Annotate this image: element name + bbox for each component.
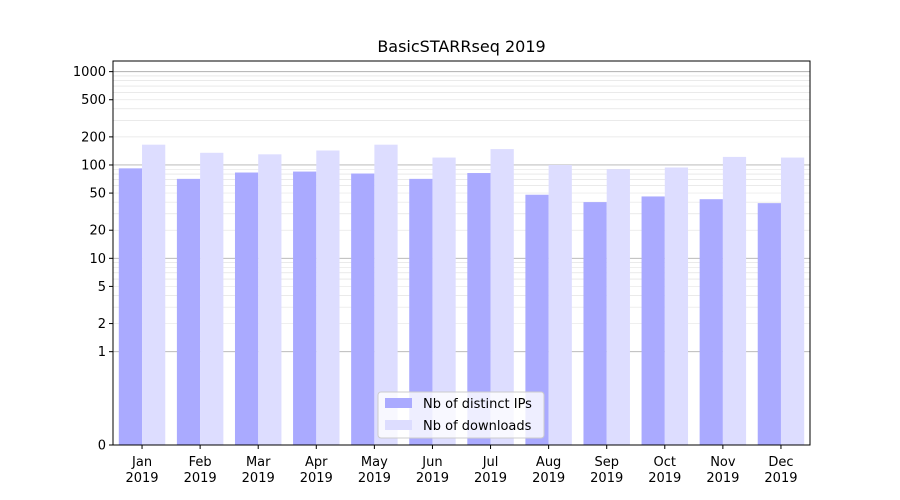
y-tick-label: 1000: [73, 65, 106, 80]
x-tick-label-month: Jul: [482, 455, 499, 470]
y-tick-label: 500: [81, 93, 106, 108]
x-tick-label-month: Feb: [189, 455, 212, 470]
x-tick-label-month: Aug: [536, 455, 561, 470]
bar-downloads: [664, 167, 689, 445]
y-axis: 0 1 2 5 10 20 50 100 200 500 1000: [73, 65, 113, 454]
legend-box: [377, 391, 545, 439]
x-tick-label-year: 2019: [764, 471, 797, 486]
bar-distinct-ips: [467, 173, 491, 445]
x-tick-label-year: 2019: [590, 471, 623, 486]
x-tick-label-month: Jan: [131, 455, 152, 470]
bar-downloads: [142, 144, 166, 445]
y-tick-label: 200: [81, 130, 106, 145]
bar-distinct-ips: [525, 194, 549, 445]
x-tick-label-year: 2019: [416, 471, 449, 486]
x-tick-label-year: 2019: [358, 471, 391, 486]
bar-downloads: [490, 149, 514, 445]
bar-distinct-ips: [234, 172, 259, 446]
legend-label-downloads: Nb of downloads: [423, 419, 532, 434]
x-tick-label-year: 2019: [184, 471, 217, 486]
x-tick-label-month: Oct: [654, 455, 676, 470]
y-tick-label: 0: [98, 439, 106, 454]
y-tick-label: 10: [89, 252, 106, 267]
x-tick-label-month: Dec: [768, 455, 793, 470]
x-tick-label-year: 2019: [300, 471, 333, 486]
y-tick-label: 100: [81, 158, 106, 173]
bar-downloads: [258, 154, 282, 445]
bar-distinct-ips: [118, 168, 143, 445]
y-tick-label: 5: [98, 280, 106, 295]
x-tick-label-month: Apr: [305, 455, 328, 470]
bar-downloads: [780, 157, 805, 446]
x-tick-label-month: Mar: [246, 455, 271, 470]
legend-label-distinct-ips: Nb of distinct IPs: [423, 397, 532, 412]
bar-downloads: [374, 144, 398, 445]
bar-distinct-ips: [699, 199, 723, 445]
legend-swatch-distinct-ips: [385, 398, 412, 408]
bar-distinct-ips: [409, 178, 433, 445]
y-tick-label: 50: [89, 187, 106, 202]
x-tick-label-year: 2019: [706, 471, 739, 486]
bar-distinct-ips: [757, 203, 781, 445]
bar-downloads: [316, 150, 340, 445]
bar-downloads: [200, 152, 224, 445]
bar-downloads: [548, 164, 572, 446]
x-tick-label-year: 2019: [474, 471, 507, 486]
chart-title: BasicSTARRseq 2019: [377, 37, 545, 56]
x-tick-label-month: Jun: [421, 455, 442, 470]
bar-distinct-ips: [293, 171, 317, 445]
x-tick-label-month: Nov: [710, 455, 736, 470]
bar-distinct-ips: [583, 202, 607, 445]
y-tick-label: 20: [89, 224, 106, 239]
plot-frame: [112, 60, 811, 446]
x-tick-label-month: Sep: [594, 455, 619, 470]
x-axis: Jan2019Feb2019Mar2019Apr2019May2019Jun20…: [125, 445, 798, 486]
bar-distinct-ips: [351, 173, 375, 446]
x-tick-label-year: 2019: [648, 471, 681, 486]
bar-downloads: [432, 157, 456, 446]
bar-downloads: [606, 169, 630, 446]
x-tick-label-year: 2019: [532, 471, 565, 486]
x-tick-label-year: 2019: [242, 471, 275, 486]
x-tick-label-month: May: [361, 455, 388, 470]
bars: [118, 144, 805, 446]
bar-downloads: [722, 156, 747, 445]
y-tick-label: 1: [98, 345, 106, 360]
bar-distinct-ips: [176, 178, 201, 445]
x-tick-label-year: 2019: [125, 471, 158, 486]
legend: Nb of distinct IPs Nb of downloads: [377, 391, 545, 439]
bar-distinct-ips: [641, 196, 665, 445]
legend-swatch-downloads: [385, 420, 412, 430]
gridlines: [113, 71, 810, 353]
y-tick-label: 2: [98, 317, 106, 332]
